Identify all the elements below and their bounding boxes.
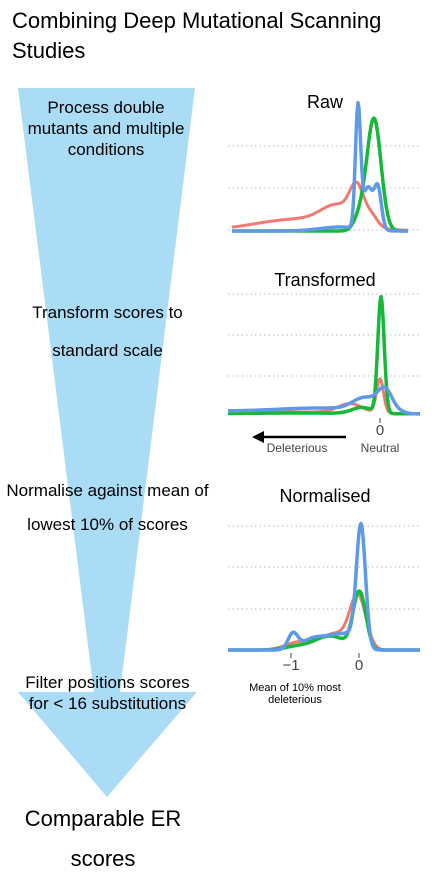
normalised-curve-blue [227,521,421,652]
raw-panel-title: Raw [306,92,343,112]
raw-curve-red [231,180,409,232]
transformed-panel-title: Transformed [274,270,376,290]
page-title: Combining Deep Mutational Scanning Studi… [12,8,382,63]
pipeline-arrow-head [18,692,197,797]
pipeline-arrow [18,88,195,797]
step-transform: Transform scores to standard scale [32,303,183,360]
normalised-tick-neg1: −1 [282,657,300,674]
step-filter: Filter positions scores for < 16 substit… [25,673,190,713]
raw-curve-blue [231,100,409,233]
neutral-label: Neutral [360,441,400,455]
transformed-curve-blue [227,385,421,416]
normalised-caption: Mean of 10% most deleterious [249,682,341,706]
normalised-tick-zero: 0 [354,657,364,674]
step-process: Process double mutants and multiple cond… [27,98,185,159]
transformed-tick-zero: 0 [375,422,385,439]
normalised-curve-green [227,589,421,652]
normalised-panel-title: Normalised [279,486,371,506]
transformed-curve-green [227,294,421,416]
normalised-curve-red [227,592,421,652]
deleterious-arrow-head [252,431,264,443]
deleterious-label: Deleterious [266,441,328,455]
final-output: Comparable ER scores [24,806,182,871]
step-normalise: Normalise against mean of lowest 10% of … [6,481,209,534]
